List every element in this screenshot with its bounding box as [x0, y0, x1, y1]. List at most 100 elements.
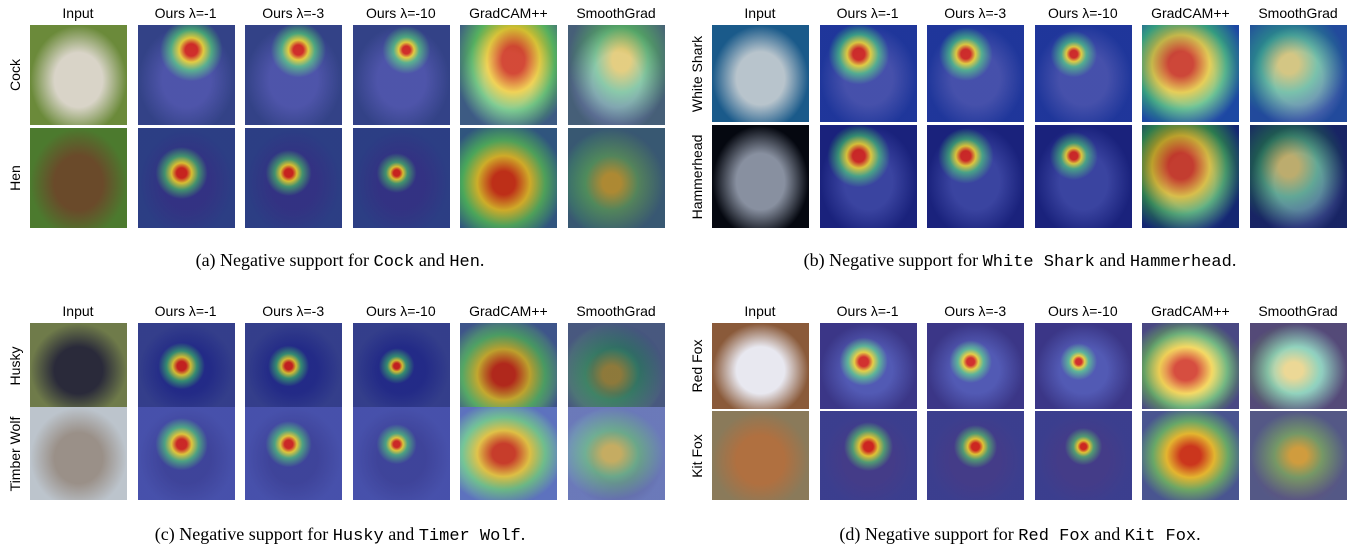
image: [1250, 25, 1347, 122]
caption-part: and: [419, 250, 445, 270]
image: [568, 25, 665, 125]
image: [138, 323, 235, 409]
image: [927, 125, 1024, 228]
image: [30, 25, 127, 125]
caption-part: .: [1196, 524, 1201, 544]
image: [460, 128, 557, 228]
caption-part: (b) Negative support for: [804, 250, 978, 270]
caption-part: Cock: [374, 253, 415, 272]
row-label: Hammerhead: [689, 134, 705, 219]
column-header: Ours λ=-1: [126, 5, 246, 21]
row-label: Cock: [7, 59, 23, 91]
image: [30, 128, 127, 228]
caption-part: (d) Negative support for: [839, 524, 1013, 544]
caption-part: (a) Negative support for: [196, 250, 369, 270]
image: [1142, 323, 1239, 409]
caption-part: Kit Fox: [1125, 527, 1196, 546]
caption-part: and: [1099, 250, 1125, 270]
caption-part: (c) Negative support for: [155, 524, 328, 544]
row-label: White Shark: [689, 35, 705, 111]
image: [712, 323, 809, 409]
column-header: Ours λ=-1: [126, 303, 246, 319]
row-label: Timber Wolf: [7, 416, 23, 491]
column-header: SmoothGrad: [556, 303, 676, 319]
image: [568, 128, 665, 228]
column-header: Ours λ=-1: [808, 5, 928, 21]
caption-part: .: [480, 250, 485, 270]
image: [820, 125, 917, 228]
column-header: Ours λ=-3: [915, 303, 1035, 319]
column-header: GradCAM++: [448, 5, 568, 21]
image: [1035, 323, 1132, 409]
caption: (c) Negative support for Husky and Timer…: [155, 524, 525, 546]
image: [568, 323, 665, 409]
caption-part: and: [388, 524, 414, 544]
image: [460, 407, 557, 500]
image: [1142, 25, 1239, 122]
image: [353, 407, 450, 500]
image: [1250, 411, 1347, 500]
image: [927, 25, 1024, 122]
image: [460, 25, 557, 125]
caption: (d) Negative support for Red Fox and Kit…: [839, 524, 1200, 546]
image: [460, 323, 557, 409]
image: [1035, 25, 1132, 122]
image: [1035, 125, 1132, 228]
image: [245, 323, 342, 409]
image: [1035, 411, 1132, 500]
image: [245, 128, 342, 228]
image: [138, 25, 235, 125]
image: [712, 411, 809, 500]
column-header: Input: [700, 5, 820, 21]
image: [568, 407, 665, 500]
row-label: Red Fox: [689, 340, 705, 393]
image: [927, 411, 1024, 500]
row-label: Hen: [7, 165, 23, 191]
image: [353, 128, 450, 228]
column-header: Ours λ=-1: [808, 303, 928, 319]
column-header: GradCAM++: [1130, 5, 1250, 21]
image: [138, 128, 235, 228]
caption-part: Hen: [449, 253, 480, 272]
column-header: GradCAM++: [1130, 303, 1250, 319]
image: [820, 411, 917, 500]
column-header: Ours λ=-10: [1023, 303, 1143, 319]
image: [245, 25, 342, 125]
column-header: Ours λ=-10: [1023, 5, 1143, 21]
image: [927, 323, 1024, 409]
column-header: Ours λ=-10: [341, 5, 461, 21]
row-label: Kit Fox: [689, 434, 705, 478]
caption-part: Hammerhead: [1130, 253, 1232, 272]
column-header: Ours λ=-3: [915, 5, 1035, 21]
image: [353, 323, 450, 409]
column-header: Input: [18, 5, 138, 21]
column-header: SmoothGrad: [556, 5, 676, 21]
image: [820, 25, 917, 122]
caption-part: and: [1094, 524, 1120, 544]
image: [353, 25, 450, 125]
image: [1142, 125, 1239, 228]
image: [30, 407, 127, 500]
image: [712, 25, 809, 122]
caption-part: .: [1232, 250, 1237, 270]
image: [1250, 125, 1347, 228]
caption-part: Timer Wolf: [419, 527, 521, 546]
column-header: Input: [18, 303, 138, 319]
image: [820, 323, 917, 409]
caption-part: .: [521, 524, 526, 544]
image: [1250, 323, 1347, 409]
column-header: Input: [700, 303, 820, 319]
caption-part: White Shark: [983, 253, 1095, 272]
row-label: Husky: [7, 347, 23, 386]
image: [245, 407, 342, 500]
page: (() => { const data = JSON.parse(documen…: [0, 0, 1360, 551]
image: [712, 125, 809, 228]
image: [30, 323, 127, 409]
column-header: Ours λ=-10: [341, 303, 461, 319]
column-header: SmoothGrad: [1238, 5, 1358, 21]
column-header: SmoothGrad: [1238, 303, 1358, 319]
column-header: GradCAM++: [448, 303, 568, 319]
caption: (a) Negative support for Cock and Hen.: [196, 250, 485, 272]
caption-part: Husky: [333, 527, 384, 546]
caption-part: Red Fox: [1018, 527, 1089, 546]
